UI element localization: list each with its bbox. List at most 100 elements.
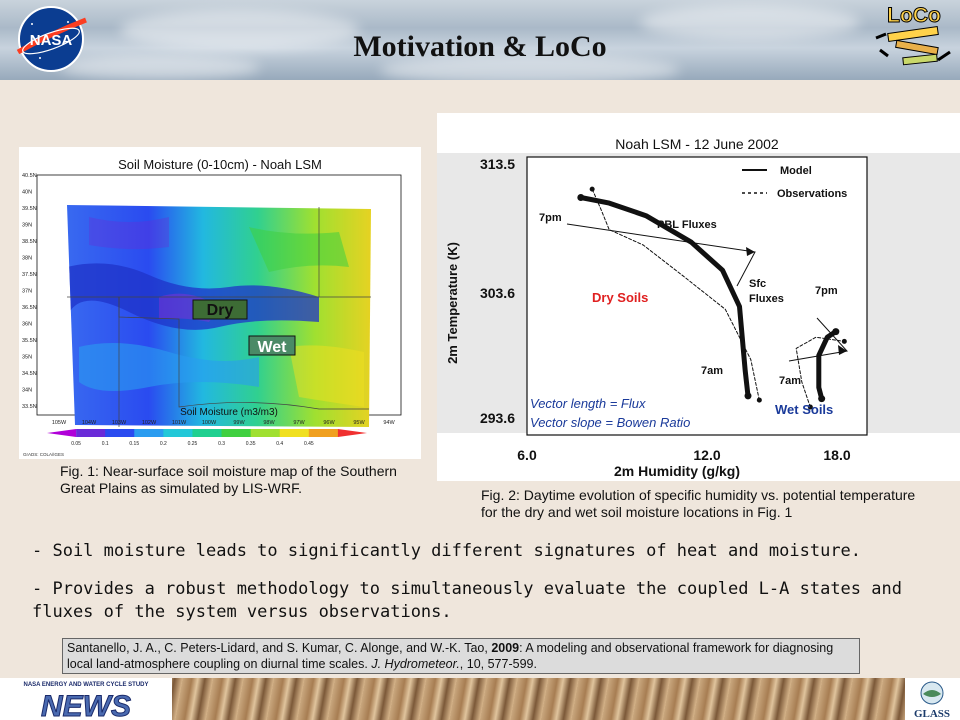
colorbar-tick: 0.25 (188, 441, 198, 447)
citation-title: : A modeling and observational framework… (67, 641, 834, 671)
latitude-label: 35.5N (22, 338, 37, 344)
colorbar-tick: 0.1 (102, 441, 109, 447)
dry-7pm-label: 7pm (539, 212, 562, 224)
colorbar-swatch (134, 429, 164, 437)
latitude-label: 40N (22, 190, 32, 196)
news-logo-tagline: NASA ENERGY AND WATER CYCLE STUDY (23, 682, 148, 688)
colorbar-tick: 0.2 (160, 441, 167, 447)
latitude-label: 38N (22, 256, 32, 262)
figure2-caption: Fig. 2: Daytime evolution of specific hu… (481, 487, 916, 520)
colorbar-swatch (279, 429, 310, 437)
colorbar-swatch (47, 429, 77, 437)
colorbar-swatch (337, 429, 367, 437)
x-tick-label: 12.0 (693, 447, 720, 463)
humidity-temperature-chart-figure: Noah LSM - 12 June 2002 313.5 303.6 293.6 … (437, 113, 960, 481)
citation-journal: J. Hydrometeor. (371, 657, 460, 671)
longitude-label: 103W (112, 420, 127, 426)
map-field (67, 205, 371, 427)
longitude-label: 104W (82, 420, 97, 426)
nasa-logo: NASA (16, 6, 87, 72)
x-tick-label: 18.0 (823, 447, 850, 463)
wet-soils-observations-start-point (807, 404, 813, 410)
wet-soils-model-end-point (832, 328, 840, 336)
legend-model: Model (780, 165, 812, 177)
latitude-label: 36N (22, 322, 32, 328)
citation-year: 2009 (491, 641, 520, 655)
colorbar-swatch (308, 429, 339, 437)
latitude-label: 34.5N (22, 371, 37, 377)
colorbar-tick: 0.45 (304, 441, 314, 447)
y-tick-label: 293.6 (480, 410, 515, 426)
longitude-label: 94W (383, 420, 395, 426)
news-logo: NASA ENERGY AND WATER CYCLE STUDY NEWS (0, 678, 172, 720)
wet-7pm-label: 7pm (815, 285, 838, 297)
latitude-label: 36.5N (22, 305, 37, 311)
dry-region-label: Dry (207, 302, 234, 319)
latitude-label: 34N (22, 388, 32, 394)
dry-soils-model-end-point (577, 194, 585, 202)
vector-length-note: Vector length = Flux (530, 396, 646, 411)
nasa-logo-text: NASA (30, 32, 73, 49)
y-axis-label: 2m Temperature (K) (445, 242, 460, 364)
latitude-label: 38.5N (22, 239, 37, 245)
longitude-label: 102W (142, 420, 157, 426)
longitude-label: 105W (52, 420, 67, 426)
wet-soils-model-start-point (818, 395, 826, 403)
y-tick-label: 313.5 (480, 156, 515, 172)
latitude-label: 33.5N (22, 404, 37, 410)
page-title: Motivation & LoCo (353, 30, 607, 63)
state-boundaries (67, 207, 371, 427)
latitude-label: 39N (22, 223, 32, 229)
longitude-label: 98W (263, 420, 275, 426)
citation-box: Santanello, J. A., C. Peters-Lidard, and… (62, 638, 860, 674)
dry-soils-observations-end-point (589, 186, 595, 192)
colorbar-tick: 0.05 (71, 441, 81, 447)
glass-logo: GLASS (905, 678, 960, 720)
dry-region-box (192, 299, 248, 320)
wet-soils-observations-line (795, 336, 845, 408)
latitude-label: 35N (22, 355, 32, 361)
wet-soils-observations-end-point (841, 338, 847, 344)
colorbar-tick: 0.3 (218, 441, 225, 447)
citation-rest: , 10, 577-599. (459, 657, 537, 671)
x-tick-labels: 6.0 12.0 18.0 (517, 447, 851, 463)
wet-soils-label: Wet Soils (775, 402, 833, 417)
bullet-soil-moisture: - Soil moisture leads to significantly d… (32, 541, 862, 561)
wet-region-box (248, 335, 296, 356)
colorbar-swatch (221, 429, 252, 437)
x-axis-label: 2m Humidity (g/kg) (614, 463, 740, 479)
latitude-label: 40.5N (22, 173, 37, 179)
colorbar-swatch (76, 429, 106, 437)
dry-7am-label: 7am (701, 365, 723, 377)
glass-logo-text: GLASS (914, 708, 950, 720)
latitude-label: 37N (22, 289, 32, 295)
map-title: Soil Moisture (0-10cm) - Noah LSM (118, 157, 322, 172)
loco-logo: LoCo (875, 4, 951, 66)
latitude-label: 39.5N (22, 206, 37, 212)
longitude-label: 95W (353, 420, 365, 426)
y-tick-labels: 313.5 303.6 293.6 (480, 156, 515, 426)
latitude-label: 37.5N (22, 272, 37, 278)
longitude-label: 96W (323, 420, 335, 426)
fluxes-label: Fluxes (749, 293, 784, 305)
colorbar (47, 429, 367, 437)
longitude-label: 100W (202, 420, 217, 426)
chart-title: Noah LSM - 12 June 2002 (615, 136, 779, 152)
dry-soils-label: Dry Soils (592, 290, 648, 305)
figure1-caption: Fig. 1: Near-surface soil moisture map o… (60, 463, 397, 496)
colorbar-tick: 0.35 (246, 441, 256, 447)
colorbar-swatch (105, 429, 135, 437)
vector-slope-note: Vector slope = Bowen Ratio (530, 415, 690, 430)
header-banner (0, 0, 960, 80)
colorbar-tick: 0.4 (276, 441, 283, 447)
dry-soils-observations-start-point (756, 397, 762, 403)
dry-soils-model-line (578, 195, 751, 399)
humidity-temperature-chart: Noah LSM - 12 June 2002 313.5303.6293.6 … (437, 136, 960, 479)
latitude-labels: 40.5N 40N 39.5N 39N 38.5N 38N 37.5N 37N 36.5N 36N… (22, 173, 37, 410)
longitude-label: 101W (172, 420, 187, 426)
loco-logo-text: LoCo (887, 4, 941, 27)
colorbar-label-text: Soil Moisture (m3/m3) (180, 407, 278, 418)
longitude-label: 99W (233, 420, 245, 426)
longitude-labels: 105W 104W 103W 102W 101W 100W 99W 98W 97W 96W 95W 9… (52, 420, 396, 426)
plot-area (526, 156, 868, 436)
